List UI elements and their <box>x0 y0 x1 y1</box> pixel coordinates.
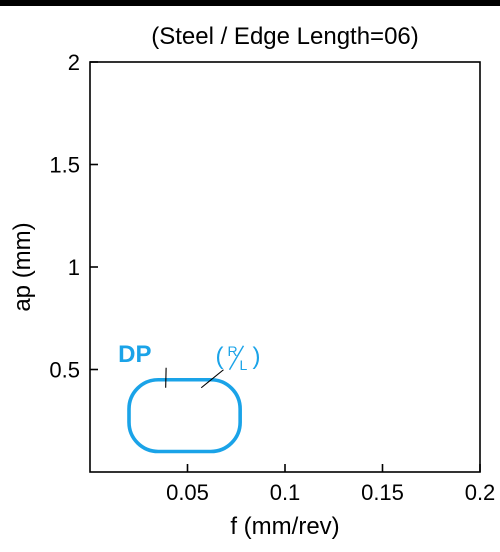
rl-bottom: L <box>239 357 247 373</box>
plot-border <box>90 62 480 472</box>
x-axis-label: f (mm/rev) <box>230 513 339 540</box>
chart-title: (Steel / Edge Length=06) <box>151 23 419 50</box>
rl-top: R <box>227 343 237 359</box>
x-tick-label: 0.05 <box>166 480 209 505</box>
y-tick-label: 1.5 <box>49 153 80 178</box>
x-tick-label: 0.15 <box>361 480 404 505</box>
chart-container: (Steel / Edge Length=06) 0.050.10.150.2 … <box>0 0 500 552</box>
x-ticks: 0.05 0.1 0.15 0.2 <box>166 464 495 505</box>
dp-label: DP <box>118 341 151 368</box>
rl-label: ( R L ) <box>215 343 260 373</box>
svg-text:): ) <box>252 343 260 370</box>
y-tick-label: 2 <box>68 50 80 75</box>
x-tick-label: 0.1 <box>270 480 301 505</box>
svg-text:(: ( <box>215 343 223 370</box>
chart-svg: (Steel / Edge Length=06) 0.050.10.150.2 … <box>0 0 500 552</box>
dp-region <box>129 380 240 452</box>
y-tick-label: 0.5 <box>49 358 80 383</box>
y-tick-label: 1 <box>68 255 80 280</box>
y-axis-label: ap (mm) <box>9 222 36 311</box>
x-tick-label: 0.2 <box>465 480 496 505</box>
